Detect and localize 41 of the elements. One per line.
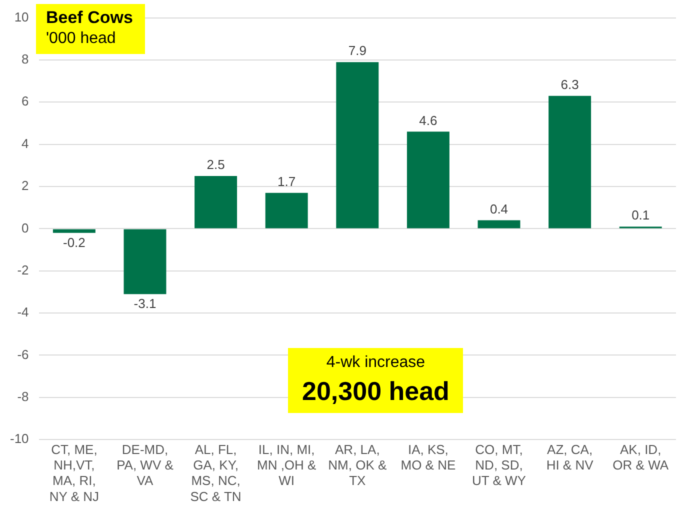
x-tick-label: DE-MD, PA, WV & VA <box>116 442 174 488</box>
y-tick-label: 2 <box>22 178 29 194</box>
data-label: 0.1 <box>632 208 650 223</box>
data-label: 4.6 <box>419 112 438 128</box>
x-tick-label: IL, IN, MI, MN ,OH & WI <box>256 442 317 488</box>
data-label: 0.4 <box>490 201 508 216</box>
bar <box>52 229 96 233</box>
bar <box>265 192 308 228</box>
x-tick-label: IA, KS, MO & NE <box>400 442 456 473</box>
bar <box>124 229 166 294</box>
x-tick-label: AZ, CA, HI & NV <box>546 442 594 473</box>
y-tick-label: -4 <box>17 304 29 320</box>
y-tick-label: 8 <box>22 52 29 67</box>
annotation: 20,300 head <box>302 376 450 407</box>
data-label: 7.9 <box>348 43 366 58</box>
bar <box>406 132 450 228</box>
data-label: -3.1 <box>134 296 156 312</box>
y-tick-label: 6 <box>22 94 29 109</box>
y-tick-label: -8 <box>17 389 29 404</box>
y-tick-label: -6 <box>17 346 29 362</box>
chart-title: Beef Cows <box>46 8 133 28</box>
data-label: 1.7 <box>278 174 296 189</box>
annotation: 4-wk increase <box>325 354 426 372</box>
y-tick-label: 10 <box>14 9 29 24</box>
data-label: -0.2 <box>62 234 86 250</box>
y-tick-label: -2 <box>17 262 29 278</box>
text: '000 head <box>46 30 117 48</box>
y-tick-label: 0 <box>22 220 29 236</box>
data-label: 6.3 <box>560 76 579 92</box>
x-tick-label: AL, FL, GA, KY, MS, NC, SC & TN <box>190 442 242 504</box>
y-tick-label: -10 <box>10 431 29 446</box>
x-tick-label: AK, ID, OR & WA <box>612 442 669 473</box>
bar <box>336 62 379 228</box>
x-tick-label: CT, ME, NH,VT, MA, RI, NY & NJ <box>49 442 99 504</box>
y-tick-label: 4 <box>22 136 29 151</box>
x-tick-label: AR, LA, NM, OK & TX <box>328 442 387 488</box>
bar <box>548 96 592 228</box>
bar <box>194 176 238 228</box>
bar <box>478 220 520 228</box>
data-label: 2.5 <box>206 157 225 172</box>
x-tick-label: CO, MT, ND, SD, UT & WY <box>472 442 526 488</box>
